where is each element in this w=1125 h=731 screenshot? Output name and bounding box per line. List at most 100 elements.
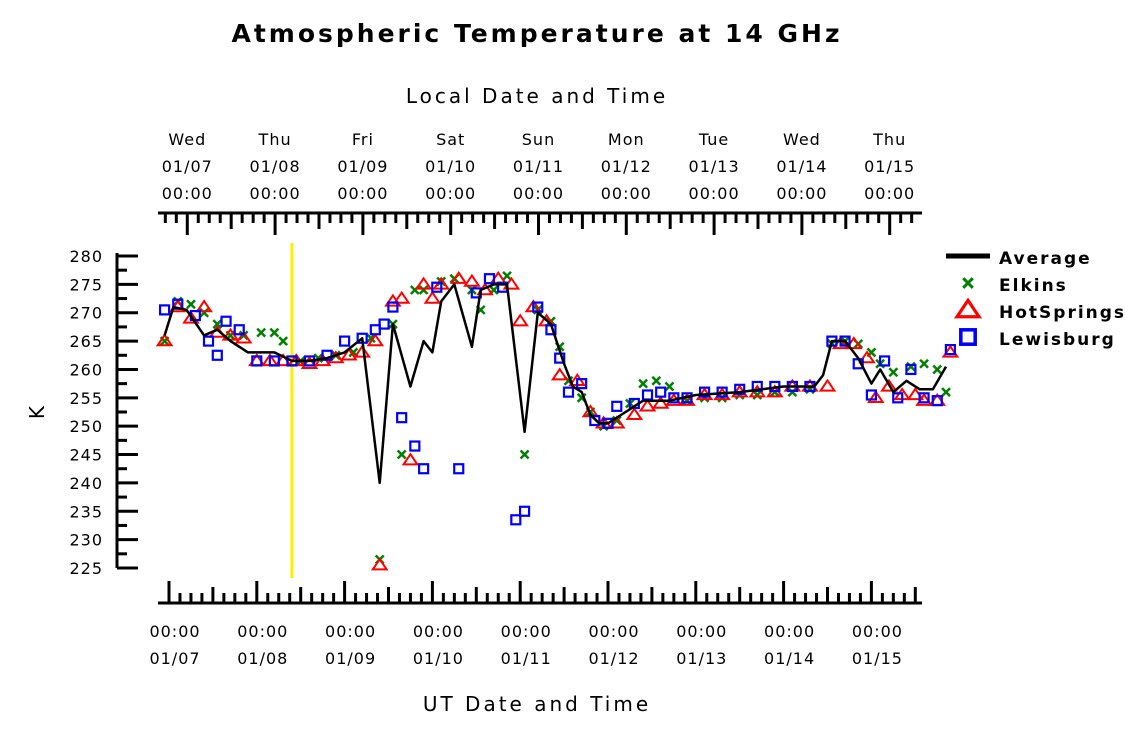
legend-label: Lewisburg xyxy=(999,330,1116,350)
y-tick-label: 230 xyxy=(69,531,103,550)
top-tick-date: 01/13 xyxy=(689,157,740,176)
lewisburg-point xyxy=(611,400,623,412)
lewisburg-point xyxy=(892,392,904,404)
top-tick-date: 01/15 xyxy=(864,157,915,176)
hotsprings-point xyxy=(392,290,411,304)
lewisburg-point xyxy=(905,363,917,376)
elkins-point xyxy=(787,387,798,398)
top-tick-date: 01/07 xyxy=(162,157,213,176)
elkins-point-stroke xyxy=(396,449,407,460)
elkins-point xyxy=(269,327,280,338)
bottom-tick-date: 01/14 xyxy=(764,649,815,668)
lewisburg-point xyxy=(641,389,654,401)
legend-label: Average xyxy=(999,249,1092,269)
legend-item-elkins: Elkins xyxy=(962,276,1068,296)
elkins-point-stroke xyxy=(941,387,951,398)
lewisburg-point xyxy=(378,318,390,330)
elkins-point xyxy=(664,381,675,392)
legend-label: Elkins xyxy=(999,276,1068,296)
bottom-tick-date: 01/08 xyxy=(237,649,288,668)
top-axis: Wed 01/07 00:00 Thu 01/08 00:00 Fri 01/09 00:00 S… xyxy=(158,130,922,235)
y-tick-label: 240 xyxy=(69,474,103,493)
top-tick-day: Wed xyxy=(783,130,821,149)
legend-label: HotSprings xyxy=(999,303,1125,323)
bottom-tick-date: 01/13 xyxy=(676,649,727,668)
top-tick-date: 01/10 xyxy=(425,157,476,176)
elkins-point-stroke xyxy=(787,387,798,398)
bottom-tick-time: 00:00 xyxy=(237,622,288,641)
elkins-point xyxy=(366,333,376,344)
elkins-point xyxy=(717,392,728,403)
bottom-tick-time: 00:00 xyxy=(149,622,200,641)
top-axis-labels: Wed 01/07 00:00 Thu 01/08 00:00 Fri 01/09 00:00 S… xyxy=(162,130,915,203)
hotsprings-point xyxy=(182,310,200,324)
elkins-point-stroke xyxy=(611,415,622,426)
hotsprings-point xyxy=(234,330,253,344)
top-tick-date: 01/14 xyxy=(776,157,827,176)
elkins-point xyxy=(199,307,210,318)
elkins-point-stroke xyxy=(418,285,429,295)
bottom-tick-date: 01/11 xyxy=(501,649,552,668)
top-tick-time: 00:00 xyxy=(689,184,740,203)
lewisburg-point xyxy=(562,386,575,398)
legend-swatch-stroke xyxy=(962,277,974,289)
legend-item-average: Average xyxy=(946,249,1092,269)
lewisburg-point xyxy=(418,463,430,475)
top-tick-time: 00:00 xyxy=(425,184,476,203)
bottom-tick-time: 00:00 xyxy=(325,622,376,641)
y-tick-label: 280 xyxy=(69,247,103,266)
elkins-point-stroke xyxy=(664,381,675,392)
lewisburg-point xyxy=(321,349,333,361)
elkins-point xyxy=(238,330,249,341)
lewisburg-point xyxy=(268,355,280,367)
plot-area xyxy=(155,270,960,571)
lewisburg-point xyxy=(211,349,223,361)
y-axis-ticks: 280 275 270 265 260 255 250 245 240 235 230 225 xyxy=(69,247,138,578)
elkins-point-stroke xyxy=(199,307,210,318)
top-tick-time: 00:00 xyxy=(864,184,915,203)
hotsprings-point xyxy=(423,290,442,304)
top-axis-ticks xyxy=(163,213,914,235)
bottom-tick-time: 00:00 xyxy=(413,622,464,641)
top-tick-date: 01/09 xyxy=(337,157,388,176)
hotsprings-point xyxy=(880,378,898,392)
elkins-point xyxy=(932,364,943,375)
legend-swatch xyxy=(962,277,974,289)
top-tick-time: 00:00 xyxy=(250,184,301,203)
elkins-point xyxy=(919,358,929,369)
elkins-point-stroke xyxy=(212,319,223,329)
bottom-tick-time: 00:00 xyxy=(588,622,639,641)
elkins-point-stroke xyxy=(932,364,943,375)
bottom-axis: 00:00 01/07 00:00 01/08 00:00 01/09 00:00 01/10… xyxy=(149,581,922,668)
top-axis-label: Local Date and Time xyxy=(406,84,668,108)
lewisburg-point xyxy=(396,412,408,424)
bottom-tick-time: 00:00 xyxy=(676,622,727,641)
elkins-point-stroke xyxy=(919,358,929,369)
elkins-point-stroke xyxy=(269,327,280,338)
average-line xyxy=(163,283,948,485)
bottom-tick-date: 01/09 xyxy=(325,649,376,668)
elkins-point-stroke xyxy=(278,336,289,346)
top-tick-day: Tue xyxy=(698,130,729,149)
elkins-point xyxy=(418,285,429,295)
elkins-point-stroke xyxy=(256,327,267,338)
top-tick-day: Sun xyxy=(522,130,555,149)
bottom-tick-time: 00:00 xyxy=(501,622,552,641)
hotsprings-point xyxy=(858,350,876,364)
lewisburg-point xyxy=(510,514,522,526)
lewisburg-point xyxy=(233,324,245,336)
y-tick-label: 260 xyxy=(69,360,103,379)
y-tick-label: 235 xyxy=(69,502,103,521)
top-tick-day: Thu xyxy=(258,130,292,149)
top-tick-day: Thu xyxy=(872,130,906,149)
elkins-point-stroke xyxy=(638,378,649,389)
hotsprings-point xyxy=(550,367,569,381)
legend-swatch xyxy=(953,297,983,319)
elkins-point-stroke xyxy=(651,375,662,386)
elkins-point-stroke xyxy=(502,270,512,281)
lewisburg-point xyxy=(734,383,746,395)
elkins-point xyxy=(888,367,899,378)
lewisburg-point xyxy=(453,463,465,475)
elkins-point-stroke xyxy=(576,392,587,403)
